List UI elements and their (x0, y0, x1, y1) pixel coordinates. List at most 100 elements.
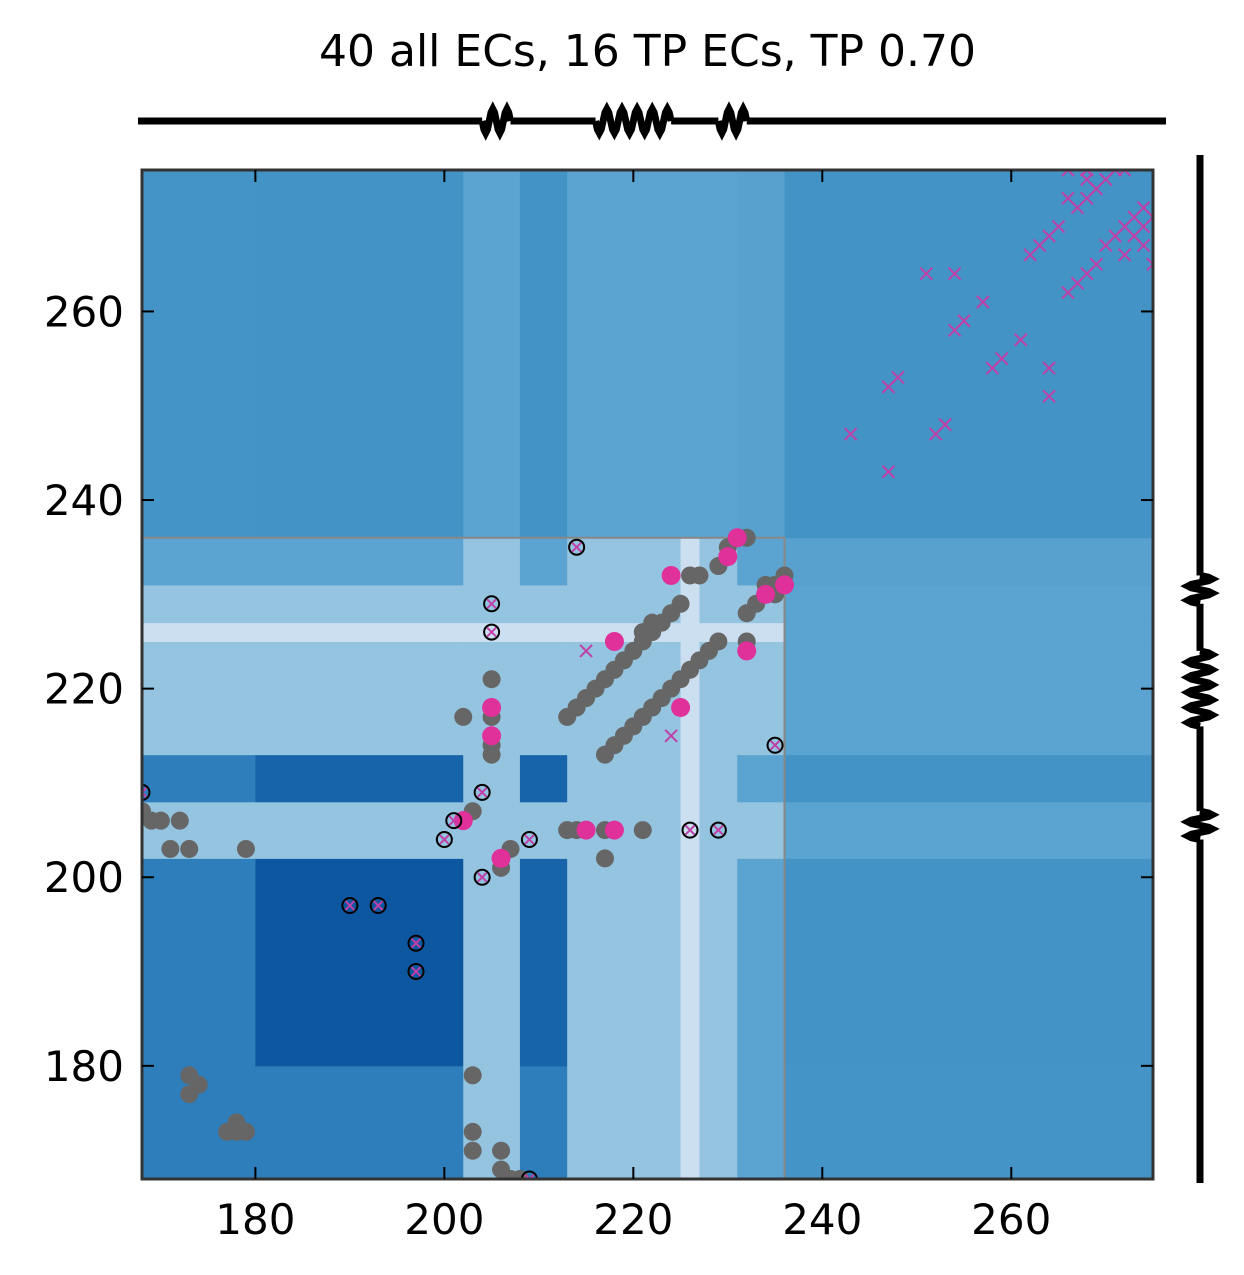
heatmap-cell (784, 584, 1153, 624)
heatmap-cell (519, 858, 568, 1067)
true-positive-point (576, 820, 596, 840)
x-tick-label: 220 (593, 1195, 673, 1244)
heatmap-cell (463, 858, 521, 1067)
right-secondary-structure-track (1180, 155, 1220, 1183)
false-positive-cross (486, 626, 497, 638)
true-positive-point (491, 848, 511, 868)
right-helix-coil (1180, 572, 1220, 608)
contact-point (463, 1122, 482, 1141)
false-positive-cross (142, 787, 148, 798)
heatmap-cell (784, 641, 1153, 756)
cross-point (891, 370, 905, 385)
cross-point (843, 427, 858, 441)
true-positive-point (756, 584, 776, 604)
cross-point (947, 267, 962, 281)
cross-point (1146, 257, 1153, 272)
false-positive-cross (524, 834, 535, 845)
cross-point (579, 644, 593, 658)
heatmap-cell (737, 858, 786, 1067)
true-positive-point (775, 575, 795, 595)
y-tick-label: 260 (44, 287, 124, 336)
false-positive-point (520, 831, 538, 849)
background-heatmap (142, 170, 1153, 1179)
top-helix-coil (478, 101, 514, 141)
plot-area-frame (140, 168, 1155, 1181)
false-positive-point (766, 736, 784, 754)
heatmap-cell (463, 537, 521, 586)
false-positive-cross (571, 541, 582, 553)
heatmap-cell (519, 641, 568, 756)
heatmap-cell (567, 754, 682, 803)
heatmap-cell (519, 754, 568, 803)
contact-point (463, 1141, 482, 1160)
contact-point (482, 670, 501, 689)
contact-point (709, 632, 728, 651)
false-positive-cross (684, 824, 696, 836)
false-positive-point (407, 963, 425, 981)
false-positive-ring (407, 934, 425, 952)
heatmap-cell (519, 622, 568, 642)
heatmap-cell (255, 641, 464, 756)
heatmap-cell (255, 754, 464, 803)
false-positive-cross (439, 834, 450, 845)
false-positive-ring (520, 831, 538, 849)
contact-point (454, 707, 473, 726)
x-tick-label: 180 (215, 1195, 295, 1244)
heatmap-cell (255, 537, 464, 586)
false-positive-point (520, 1170, 538, 1179)
cross-point (1136, 238, 1151, 253)
heatmap-cell (255, 801, 464, 859)
false-positive-cross (476, 787, 488, 798)
contact-point (227, 1122, 246, 1141)
cross-point (664, 729, 678, 743)
false-positive-ring (520, 1170, 538, 1179)
heatmap-cell (784, 622, 1153, 642)
heatmap-cell (737, 1065, 786, 1179)
contact-point (463, 1066, 482, 1085)
cross-point (1117, 248, 1132, 262)
true-positive-point (482, 698, 502, 718)
contact-point (482, 745, 501, 764)
cross-point (919, 267, 933, 281)
true-positive-point (661, 565, 681, 585)
false-positive-point (483, 623, 501, 641)
false-positive-point (473, 868, 491, 886)
false-positive-point (445, 812, 463, 830)
cross-point (1051, 219, 1066, 234)
heatmap-cell (784, 1065, 1153, 1179)
heatmap-cell (463, 1065, 521, 1179)
false-positive-cross (486, 598, 497, 609)
heatmap-cell (784, 858, 1153, 1067)
contact-point (180, 839, 199, 858)
heatmap-cell (680, 858, 700, 1067)
cross-point (1061, 170, 1075, 177)
heatmap-cell (142, 537, 256, 586)
chart-title: 40 all ECs, 16 TP ECs, TP 0.70 (319, 26, 976, 77)
top-helix-coil (714, 101, 751, 141)
false-positive-cross (410, 938, 422, 949)
heatmap-cell (680, 584, 700, 624)
false-positive-ring (445, 812, 463, 830)
false-positive-cross (448, 815, 460, 826)
false-positive-ring (483, 623, 501, 641)
false-positive-ring (369, 897, 387, 915)
false-positive-ring (435, 831, 453, 849)
true-positive-point (482, 726, 502, 746)
heatmap-cell (142, 170, 256, 539)
true-positive-point (737, 641, 757, 661)
contact-point (236, 839, 255, 858)
true-positive-point (727, 528, 747, 548)
false-positive-cross (769, 740, 781, 751)
heatmap-cell (142, 858, 256, 1067)
true-positive-point (671, 698, 691, 718)
heatmap-cell (699, 584, 738, 624)
top-secondary-structure-track (138, 101, 1166, 141)
false-positive-point (369, 897, 387, 915)
false-positive-ring (473, 868, 491, 886)
cross-point (1080, 170, 1094, 177)
heatmap-cell (784, 754, 1153, 803)
false-positive-point (681, 821, 699, 839)
false-positive-cross (410, 966, 422, 977)
contact-points (142, 170, 1153, 1179)
